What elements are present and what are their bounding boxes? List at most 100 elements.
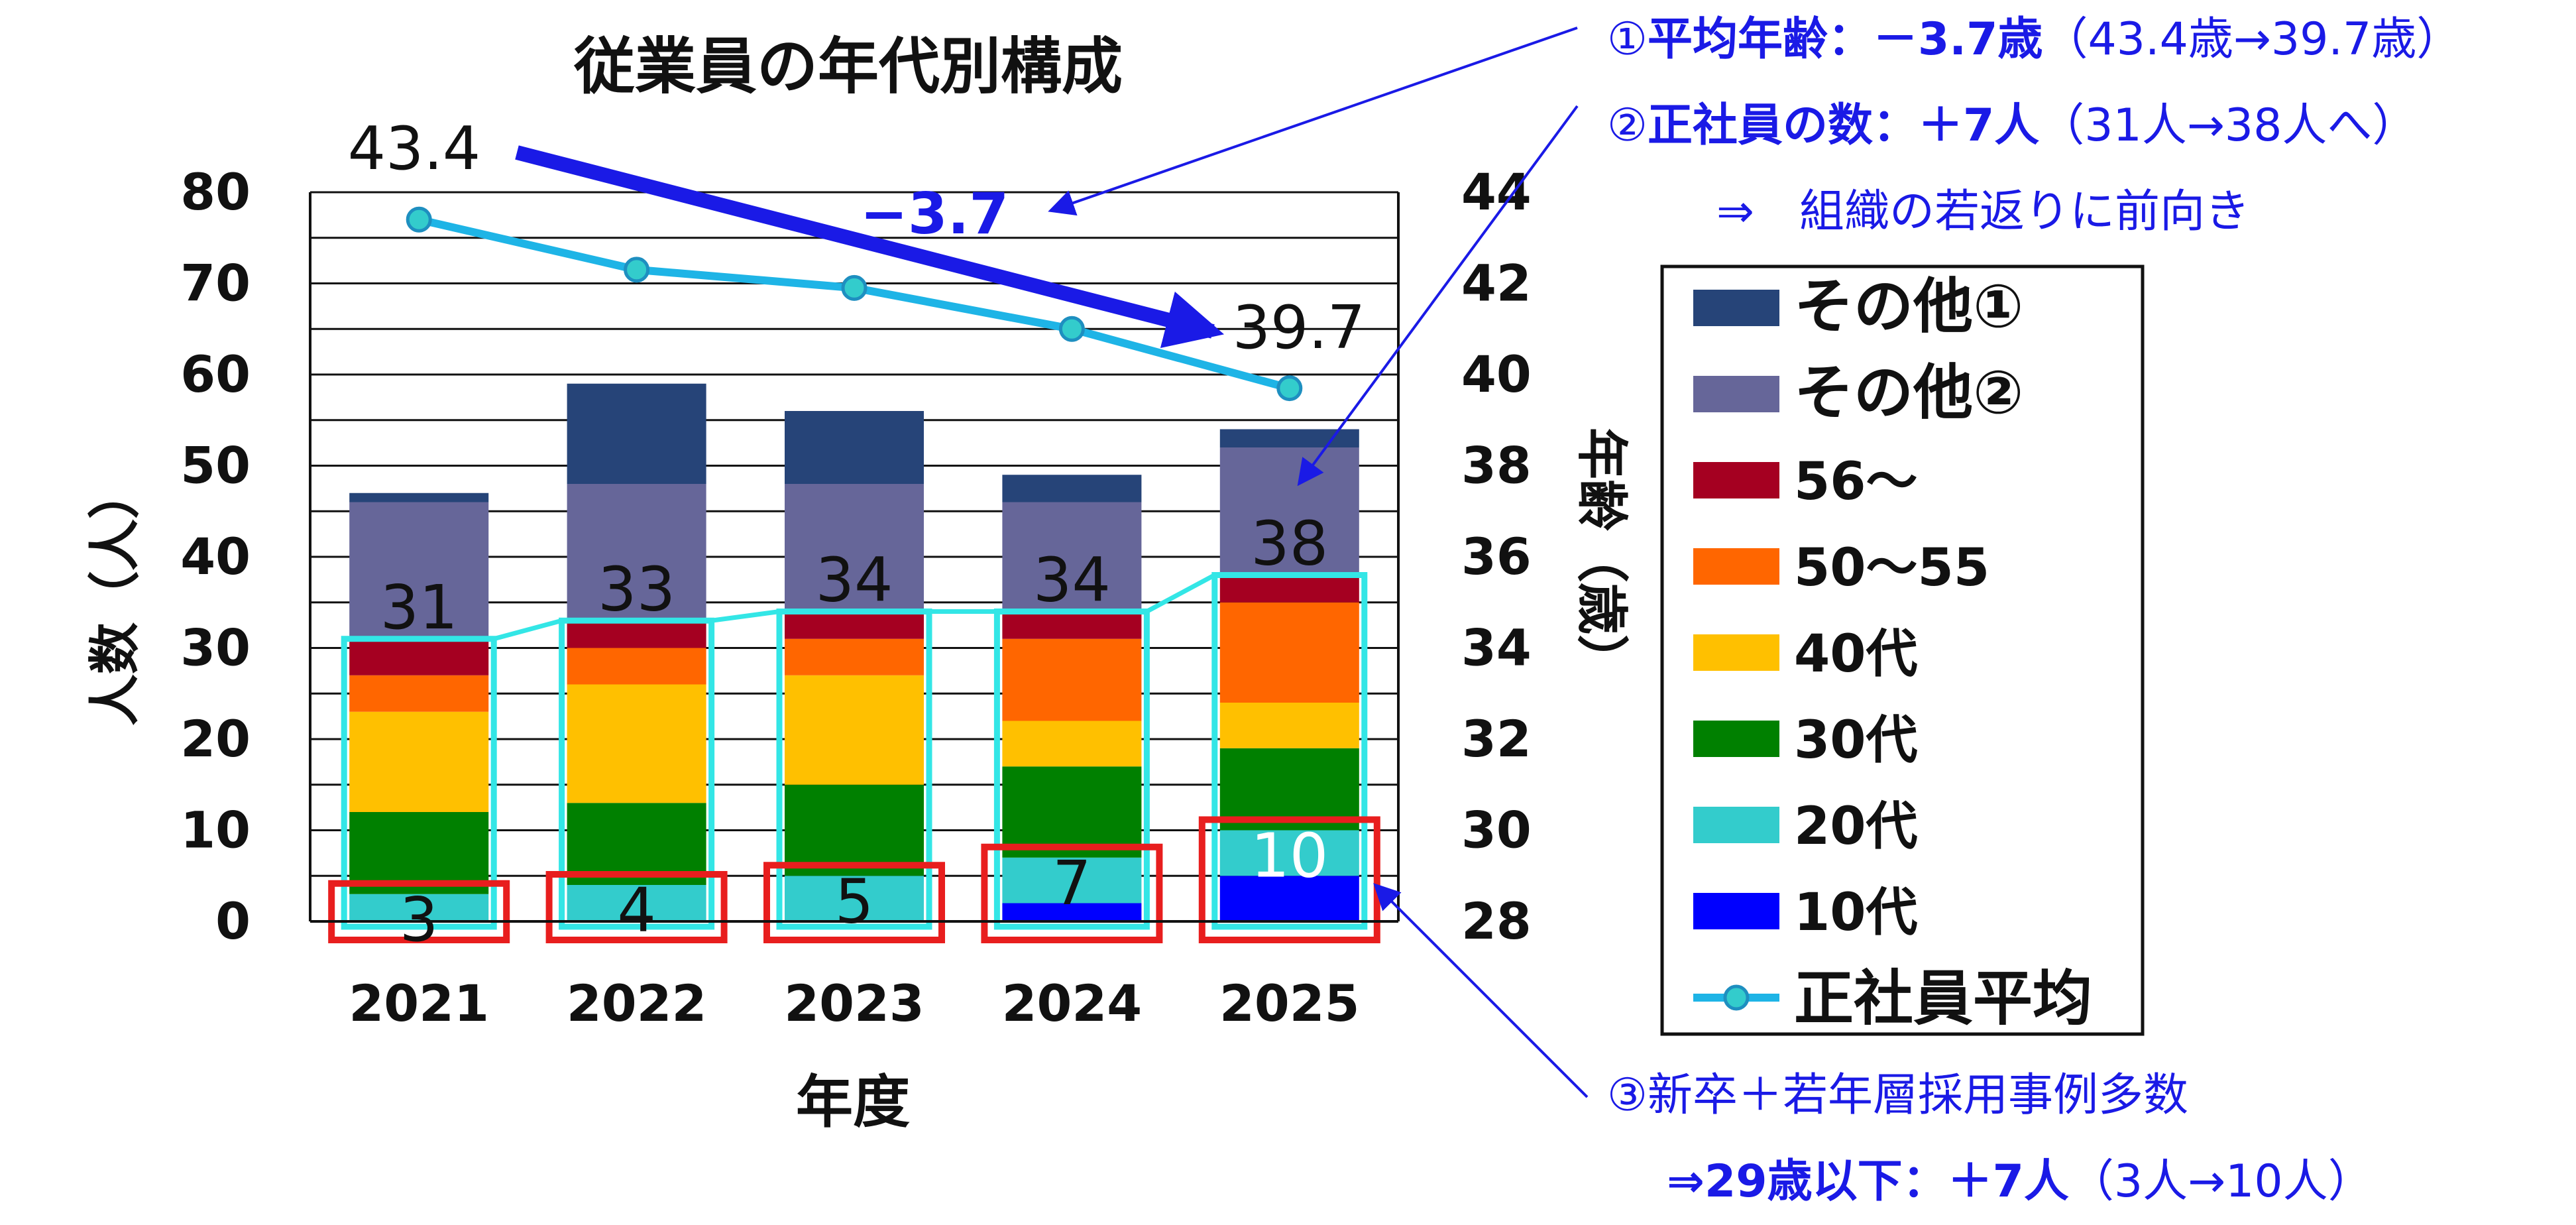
bar-segment-40代 [349, 711, 489, 812]
young-count-label: 3 [400, 884, 439, 955]
y2-tick-label: 38 [1461, 436, 1532, 495]
bar-segment-10代 [1002, 903, 1142, 921]
bar-stacks [349, 383, 1359, 921]
young-employee-highlight [763, 862, 945, 943]
regular-count-label: 34 [1033, 545, 1111, 616]
avg-start-label: 43.4 [348, 114, 480, 184]
bar-segment-40代 [1219, 703, 1359, 748]
legend-swatch [1693, 893, 1779, 929]
y-tick-label: 10 [180, 801, 251, 860]
x-tick-label: 2023 [784, 974, 924, 1033]
y2-tick-label: 44 [1461, 162, 1532, 221]
average-age-point [1058, 316, 1085, 342]
y-tick-label: 40 [180, 527, 251, 586]
bar-segment-50〜55 [349, 675, 489, 712]
note3-line2-bold: ⇒29歳以下：＋7人 [1667, 1155, 2069, 1208]
note3-line2-rest: （3人→10人） [2069, 1155, 2373, 1208]
y-tick-label: 80 [180, 162, 251, 221]
legend-label: その他② [1794, 358, 2023, 428]
regular-count-label: 33 [598, 554, 675, 624]
bar-segment-30代 [1002, 766, 1142, 858]
young-employee-highlight [981, 843, 1163, 943]
note3-arrow [1373, 883, 1589, 1098]
average-age-point [841, 274, 868, 301]
legend-swatch [1693, 721, 1779, 757]
young-employee-highlight [328, 880, 510, 943]
y-tick-label: 50 [180, 436, 251, 495]
note3-line2: ⇒29歳以下：＋7人（3人→10人） [1667, 1155, 2373, 1208]
legend-label: その他① [1794, 272, 2023, 341]
bar-segment-その他② [785, 484, 924, 612]
bar-segment-40代 [785, 675, 924, 785]
legend-swatch [1693, 290, 1779, 326]
bar-segment-10代 [1219, 876, 1359, 921]
average-age-point [1276, 375, 1303, 402]
bar-segment-56〜 [349, 638, 489, 675]
bar-segment-20代 [785, 876, 924, 921]
y-tick-label: 20 [180, 709, 251, 768]
bar-segment-20代 [349, 894, 489, 921]
y2-tick-label: 36 [1461, 527, 1532, 586]
y-axis-title: 人数（人） [85, 467, 145, 726]
legend-swatch [1693, 548, 1779, 585]
y2-axis-title: 年齢（歳） [1571, 428, 1631, 686]
x-tick-label: 2021 [349, 974, 489, 1033]
legend-line-marker [1723, 984, 1750, 1011]
bar-segment-56〜 [1002, 611, 1142, 639]
x-tick-label: 2024 [1002, 974, 1143, 1033]
young-employee-highlight [1198, 816, 1380, 943]
y2-tick-label: 28 [1461, 892, 1532, 951]
bar-segment-50〜55 [1219, 602, 1359, 703]
bar-segment-その他② [349, 502, 489, 639]
average-age-line [406, 206, 1303, 402]
x-axis-title: 年度 [796, 1069, 910, 1136]
y-tick-label: 30 [180, 618, 251, 677]
bar-segment-40代 [567, 684, 706, 803]
y2-tick-label: 34 [1461, 618, 1532, 677]
note3-line1: ③新卒＋若年層採用事例多数 [1607, 1069, 2188, 1122]
legend-label: 50〜55 [1794, 538, 1989, 598]
note2-bold: 正社員の数：＋7人 [1648, 99, 2039, 152]
bar-segment-56〜 [1219, 575, 1359, 603]
young-count-label: 5 [835, 866, 874, 937]
chart-title: 従業員の年代別構成 [573, 31, 1123, 102]
young-count-label: 4 [617, 875, 656, 946]
note1-bold: 平均年齢：－3.7歳 [1648, 13, 2043, 66]
note1-arrow [1048, 27, 1578, 216]
y-tick-label: 0 [215, 892, 251, 951]
bar-segment-56〜 [785, 611, 924, 639]
bar-segment-20代 [567, 885, 706, 921]
bar-segment-50〜55 [1002, 638, 1142, 721]
regular-count-label: 34 [815, 545, 893, 616]
note2-sub: ⇒ 組織の若返りに前向き [1716, 186, 2250, 238]
regular-employee-top-line [344, 573, 1365, 642]
legend-label: 56〜 [1794, 452, 1918, 512]
y-tick-label: 70 [180, 254, 251, 313]
bar-segment-50〜55 [785, 638, 924, 675]
bar-segment-その他① [349, 493, 489, 502]
regular-count-label: 38 [1251, 508, 1328, 579]
y2-tick-label: 40 [1461, 345, 1532, 404]
note2-prefix: ② [1607, 99, 1648, 152]
highlight-boxes [328, 572, 1380, 943]
avg-end-label: 39.7 [1233, 293, 1365, 363]
young-employee-highlight [545, 871, 728, 943]
legend-label: 40代 [1794, 624, 1918, 684]
bar-segment-その他② [567, 484, 706, 621]
note2: ②正社員の数：＋7人（31人→38人へ） [1607, 99, 2417, 152]
note1-rest: （43.4歳→39.7歳） [2043, 13, 2461, 66]
bar-segment-20代 [1219, 830, 1359, 876]
note2-rest: （31人→38人へ） [2039, 99, 2417, 152]
note2-arrow [1297, 105, 1579, 487]
legend-label: 20代 [1794, 797, 1918, 856]
bar-segment-その他② [1002, 502, 1142, 612]
young-count-label: 7 [1052, 848, 1092, 919]
y2-tick-label: 42 [1461, 254, 1532, 313]
bar-segment-その他① [1002, 475, 1142, 502]
bar-segment-56〜 [567, 620, 706, 648]
delta-label: −3.7 [860, 181, 1009, 247]
legend-swatch [1693, 376, 1779, 412]
y-tick-label: 60 [180, 345, 251, 404]
